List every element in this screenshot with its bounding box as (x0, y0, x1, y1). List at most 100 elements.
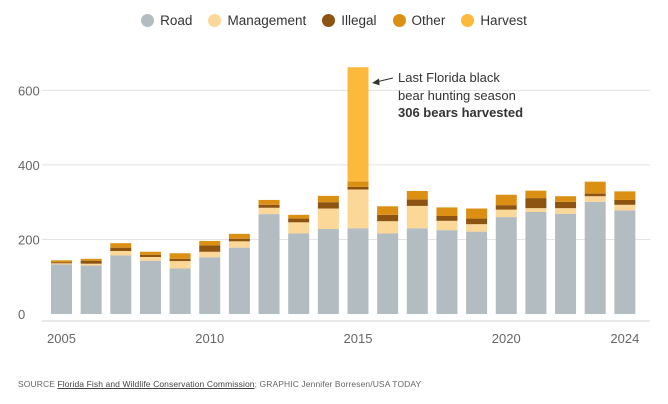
annotation-arrow-icon (372, 78, 380, 86)
bar-2011-other (228, 233, 250, 239)
bar-2011-illegal (228, 238, 250, 242)
legend-item-illegal: Illegal (322, 13, 377, 28)
legend-swatch-illegal (322, 14, 336, 27)
bar-2012-illegal (258, 204, 280, 208)
gridlines: 0 200 400 600 (18, 83, 650, 322)
bar-2021-road (525, 211, 547, 314)
bar-2017-illegal (406, 199, 428, 206)
bar-2005-management (51, 263, 72, 265)
bar-2024-management (614, 204, 636, 211)
legend-label-illegal: Illegal (341, 13, 377, 28)
bar-2009-road (169, 268, 191, 314)
bar-2014-road (317, 229, 339, 314)
bar-2023-road (584, 201, 606, 314)
legend-swatch-other (392, 14, 406, 27)
bar-2007-road (110, 255, 132, 314)
bar-2012-other (258, 199, 280, 205)
x-tick-label-2010: 2010 (195, 331, 224, 346)
chart-legend: Road Management Illegal Other Harvest (0, 13, 668, 28)
annotation-line-3: 306 bears harvested (398, 105, 523, 120)
bar-2006-other (80, 258, 102, 261)
bar-2014-management (317, 208, 339, 230)
bar-2013-management (288, 222, 310, 234)
bar-2022-road (555, 213, 577, 314)
legend-label-harvest: Harvest (480, 13, 527, 28)
bar-2024-road (614, 210, 636, 314)
bar-2021-other (525, 190, 547, 199)
bar-2024-other (614, 191, 636, 200)
bar-2022-management (555, 208, 577, 214)
bar-2013-illegal (288, 218, 310, 223)
bar-2017-management (406, 205, 428, 229)
bar-2022-illegal (555, 201, 577, 209)
x-tick-label-2024: 2024 (610, 331, 639, 346)
hunt-annotation: Last Florida black bear hunting season 3… (372, 70, 523, 120)
legend-item-road: Road (141, 13, 192, 28)
bar-2019-other (466, 208, 488, 219)
bar-2016-illegal (377, 214, 399, 222)
bar-2014-illegal (317, 202, 339, 209)
bar-2007-other (110, 243, 132, 248)
y-tick-label-400: 400 (18, 158, 40, 173)
bar-2010-road (199, 257, 221, 314)
y-tick-label-0: 0 (18, 307, 25, 322)
x-tick-label-2005: 2005 (47, 331, 76, 346)
legend-swatch-road (141, 14, 155, 27)
bar-stacks (51, 67, 636, 314)
bar-2017-road (406, 228, 428, 314)
bar-2023-illegal (584, 193, 606, 197)
bar-2019-management (466, 224, 488, 232)
bar-2011-road (228, 247, 250, 314)
legend-label-road: Road (160, 13, 193, 28)
bar-2005-other (51, 260, 72, 263)
bar-2018-management (436, 220, 458, 231)
bar-2015-other (347, 181, 369, 187)
bar-2007-illegal (110, 247, 132, 251)
bar-2013-other (288, 214, 310, 219)
bar-2005-illegal (51, 262, 72, 264)
bar-2015-harvest (347, 67, 369, 182)
stacked-bar-chart: 0 200 400 600 2005 2010 2015 2020 2024 Last Flo… (18, 67, 650, 346)
bar-2006-management (80, 263, 102, 266)
bar-2020-management (495, 209, 517, 218)
bar-2014-other (317, 195, 339, 203)
bar-2018-illegal (436, 215, 458, 221)
bar-2015-management (347, 189, 369, 229)
bar-2018-road (436, 230, 458, 314)
bar-2016-road (377, 233, 399, 314)
footer-separator: ; (254, 379, 258, 389)
annotation-line-2: bear hunting season (398, 88, 516, 103)
bar-2008-other (139, 251, 161, 255)
source-label: SOURCE (18, 379, 55, 389)
bar-2012-management (258, 207, 280, 215)
bar-2015-illegal (347, 186, 369, 190)
bar-2020-illegal (495, 205, 517, 210)
legend-item-management: Management (208, 13, 306, 28)
bar-2019-road (466, 231, 488, 314)
bar-2016-other (377, 206, 399, 215)
bar-2012-road (258, 214, 280, 314)
annotation-line-1: Last Florida black (398, 70, 500, 85)
bar-2010-other (199, 240, 221, 246)
x-axis: 2005 2010 2015 2020 2024 (42, 320, 650, 346)
bar-2010-illegal (199, 245, 221, 252)
source-link[interactable]: Florida Fish and Wildlife Conservation C… (57, 379, 255, 389)
bar-2009-illegal (169, 258, 191, 262)
bar-2006-road (80, 265, 102, 314)
legend-item-other: Other (392, 13, 445, 28)
bar-2011-management (228, 241, 250, 248)
legend-swatch-management (208, 14, 222, 27)
y-tick-label-200: 200 (18, 232, 40, 247)
bar-2021-management (525, 208, 547, 212)
bar-2023-management (584, 196, 606, 202)
legend-swatch-harvest (461, 14, 475, 27)
bar-2020-road (495, 217, 517, 314)
bar-2020-other (495, 194, 517, 206)
x-tick-label-2015: 2015 (344, 331, 373, 346)
graphic-credit: GRAPHIC Jennifer Borresen/USA TODAY (259, 379, 422, 389)
bar-2015-road (347, 228, 369, 314)
bar-2017-other (406, 191, 428, 200)
bar-2024-illegal (614, 199, 636, 205)
bar-2023-other (584, 181, 606, 194)
bar-2013-road (288, 233, 310, 314)
